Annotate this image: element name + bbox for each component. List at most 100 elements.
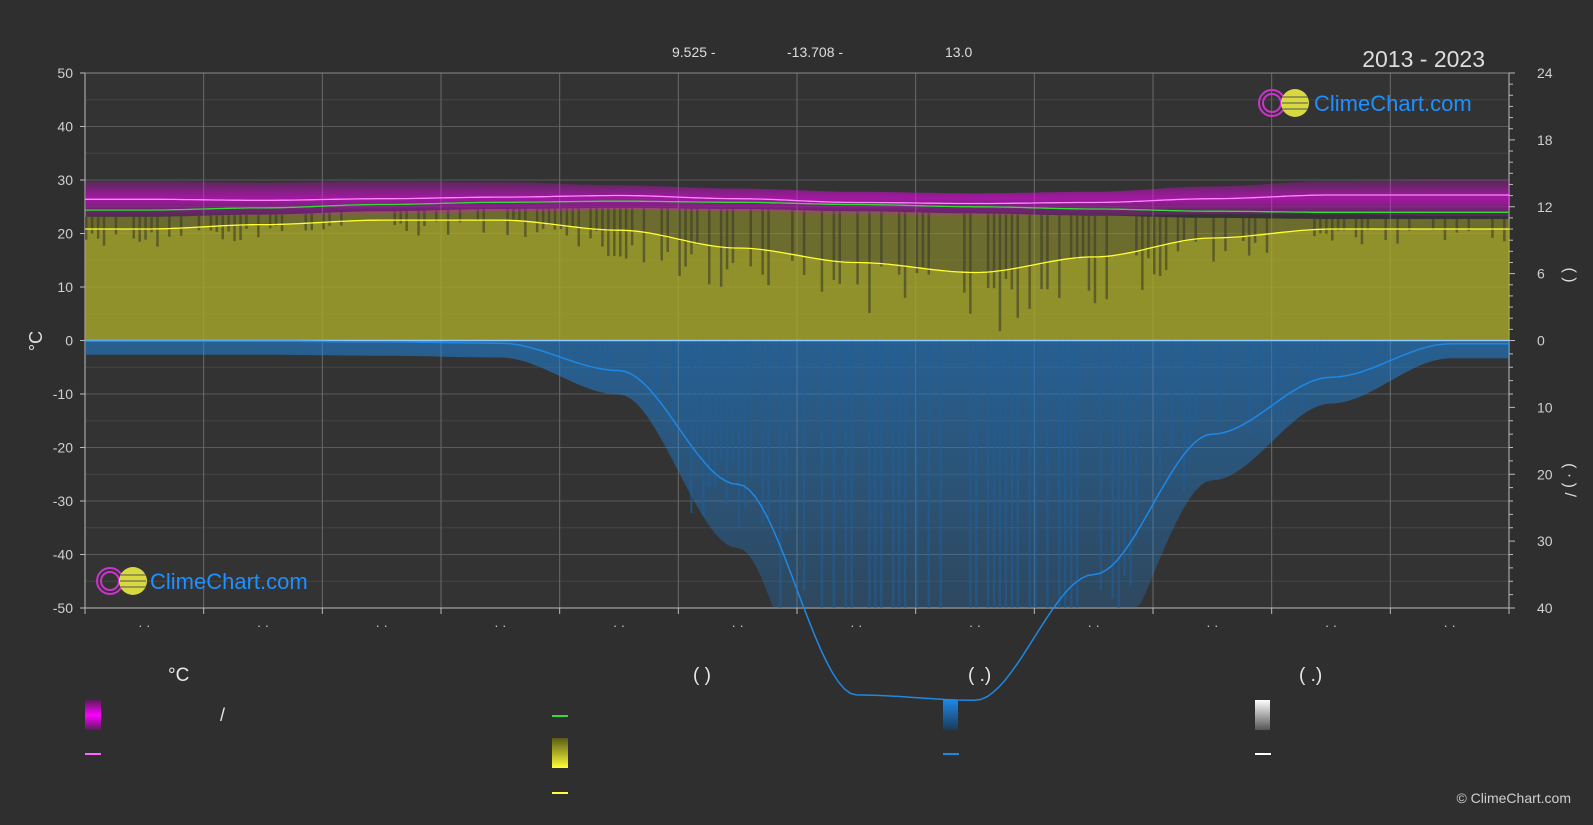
precipitation-texture — [719, 340, 723, 461]
sunshine-texture — [280, 214, 284, 232]
legend-sunshine-header: ( ) — [693, 665, 711, 686]
sunshine-texture — [678, 208, 681, 276]
sunshine-texture — [986, 213, 990, 289]
header-coord-3: 13.0 — [945, 44, 973, 60]
sunshine-texture — [1224, 217, 1227, 252]
sunshine-texture — [767, 209, 770, 286]
month-tick-label: · · — [1206, 618, 1218, 633]
precipitation-texture — [749, 340, 752, 478]
precipitation-texture — [731, 340, 735, 463]
precipitation-texture — [743, 340, 747, 510]
precipitation-texture — [1194, 340, 1197, 425]
precipitation-texture — [559, 340, 563, 363]
month-tick-label: · · — [1325, 618, 1337, 633]
left-tick-label: -10 — [53, 386, 73, 402]
precipitation-texture — [1069, 340, 1073, 608]
sunshine-texture — [624, 207, 628, 259]
precipitation-texture — [1117, 340, 1120, 608]
sunshine-texture — [921, 212, 925, 269]
sunshine-texture — [310, 213, 313, 231]
right-bottom-tick-label: 30 — [1537, 533, 1553, 549]
month-tick-label: · · — [257, 618, 269, 633]
precipitation-texture — [553, 340, 557, 363]
precipitation-texture — [891, 340, 895, 608]
sunshine-texture — [660, 208, 663, 261]
precipitation-texture — [607, 340, 610, 376]
sunshine-texture — [666, 208, 669, 252]
right-bottom-tick-label: 20 — [1537, 466, 1553, 482]
sunshine-texture — [274, 214, 278, 226]
sunshine-texture — [221, 215, 224, 240]
precipitation-texture — [779, 340, 782, 608]
sunshine-texture — [1467, 219, 1470, 231]
left-tick-label: -40 — [53, 547, 73, 563]
legend-temperature-header: °C — [168, 665, 190, 686]
precipitation-texture — [696, 340, 699, 449]
sunshine-texture — [96, 216, 100, 239]
sunshine-texture — [1075, 215, 1079, 260]
sunshine-texture — [642, 208, 646, 263]
daylight-line — [85, 200, 1509, 213]
precipitation-texture — [1123, 340, 1126, 577]
sunshine-texture — [856, 211, 859, 285]
sunshine-texture — [559, 208, 563, 229]
precipitation-texture — [897, 340, 901, 608]
precipitation-texture — [1034, 340, 1037, 608]
temperature-mean-line — [85, 194, 1509, 205]
precipitation-texture — [589, 340, 592, 382]
precipitation-texture — [844, 340, 847, 608]
precipitation-texture — [874, 340, 877, 608]
sunshine-texture — [114, 216, 118, 235]
precipitation-texture — [725, 340, 729, 504]
legend-swatch-temperature-band — [85, 700, 101, 730]
precipitation-texture — [1010, 340, 1014, 608]
precipitation-line — [85, 340, 1509, 702]
sunshine-texture — [1408, 219, 1411, 231]
sunshine-texture — [1046, 214, 1049, 290]
sunshine-texture — [1431, 219, 1435, 230]
sunshine-texture — [749, 209, 752, 267]
right-bottom-axis-title: ( · ) / — [1561, 463, 1578, 497]
precipitation-texture — [713, 340, 717, 487]
precipitation-texture — [1129, 340, 1132, 586]
sunshine-texture — [90, 216, 94, 234]
sunshine-texture — [725, 208, 729, 270]
sunshine-texture — [1265, 218, 1269, 253]
sunshine-texture — [1360, 219, 1364, 245]
right-top-tick-label: 0 — [1537, 333, 1545, 349]
sunshine-texture — [1212, 217, 1215, 262]
sunshine-texture — [820, 210, 824, 292]
sunshine-texture — [257, 214, 260, 238]
precipitation-texture — [915, 340, 919, 608]
sunshine-texture — [998, 213, 1002, 332]
left-tick-label: 20 — [57, 226, 73, 242]
sunshine-texture — [1087, 215, 1091, 291]
month-tick-label: · · — [850, 618, 862, 633]
precipitation-texture — [1075, 340, 1079, 608]
precipitation-texture — [1099, 340, 1103, 591]
sunshine-texture — [328, 212, 331, 226]
sunshine-texture — [684, 208, 687, 267]
left-tick-label: -20 — [53, 440, 73, 456]
precipitation-texture — [577, 340, 580, 378]
sunshine-texture — [144, 216, 147, 240]
precipitation-texture — [1372, 340, 1375, 382]
sunshine-texture — [399, 211, 402, 224]
month-tick-label: · · — [1088, 618, 1100, 633]
sunshine-texture — [832, 211, 836, 280]
month-tick-label: · · — [969, 618, 981, 633]
sunshine-texture — [168, 216, 171, 237]
temperature-band — [85, 180, 1509, 217]
left-tick-label: 10 — [57, 279, 73, 295]
sunshine-texture — [423, 210, 426, 226]
precipitation-texture — [785, 340, 788, 532]
month-tick-label: · · — [613, 618, 625, 633]
sunshine-texture — [630, 207, 634, 246]
precipitation-texture — [1325, 340, 1328, 382]
sunshine-texture — [589, 208, 592, 239]
sunshine-texture — [571, 208, 574, 227]
sunshine-texture — [322, 212, 325, 230]
sunshine-texture — [1313, 218, 1316, 237]
sunshine-texture — [969, 213, 972, 314]
month-tick-label: · · — [494, 618, 506, 633]
